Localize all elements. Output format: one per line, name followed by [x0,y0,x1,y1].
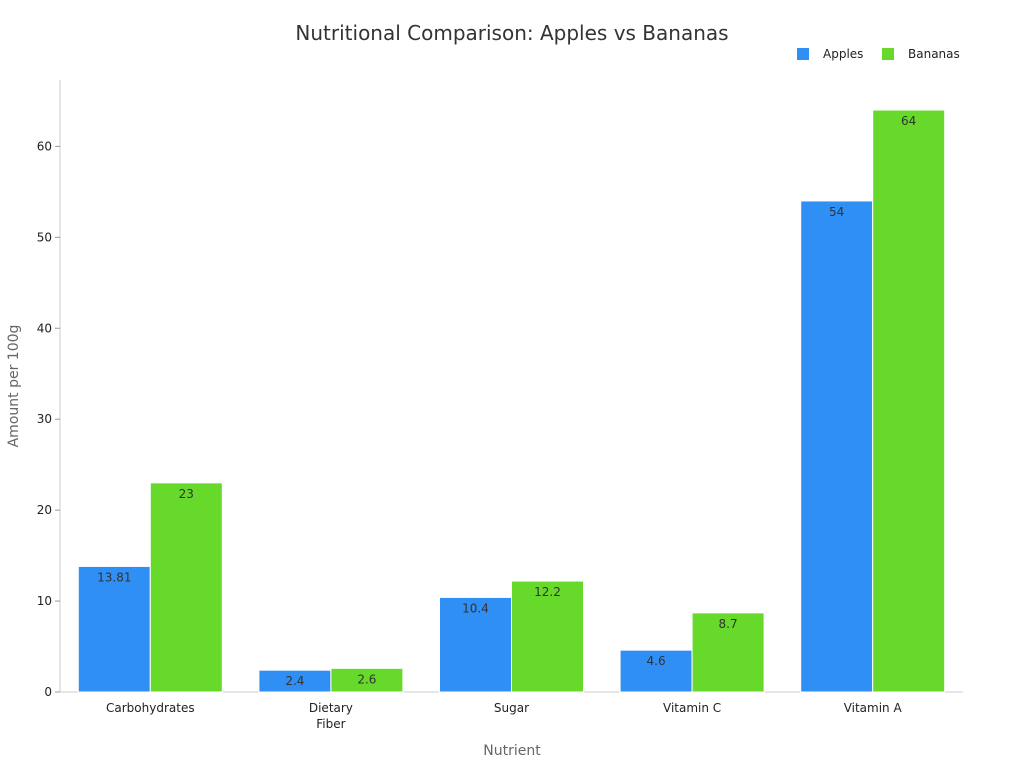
bar-apples [77,565,151,693]
legend-label-apples: Apples [823,47,863,61]
bar-bananas [872,109,946,693]
y-tick-label: 0 [44,685,52,699]
bar-apples [619,649,693,693]
legend: Apples Bananas [797,47,960,61]
y-tick-label: 20 [37,503,52,517]
data-label: 54 [829,205,844,219]
x-tick-label: Dietary Fiber [309,701,353,731]
data-label: 10.4 [462,601,489,615]
data-label: 2.4 [285,674,304,688]
bar-bananas [149,482,223,693]
bar-group: 13.81 23 2.4 2.6 10.4 12.2 4.6 8.7 54 64 [77,109,946,693]
data-label: 13.81 [97,570,131,584]
data-label: 4.6 [647,654,666,668]
y-tick-label: 60 [37,139,52,153]
x-tick-label: Sugar [494,701,529,715]
bar-bananas [330,667,404,693]
bar-bananas [691,612,765,693]
legend-swatch-bananas [882,48,894,60]
legend-swatch-apples [797,48,809,60]
data-label: 12.2 [534,585,561,599]
x-tick-label: Vitamin A [844,701,903,715]
y-tick-label: 30 [37,412,52,426]
y-tick-label: 50 [37,230,52,244]
x-axis-title: Nutrient [483,743,541,759]
bar-apples [800,200,874,693]
y-tick-label: 40 [37,321,52,335]
y-axis-ticks: 0 10 20 30 40 50 60 [37,139,60,699]
data-label: 2.6 [357,672,376,686]
bar-apples [439,596,512,693]
y-tick-label: 10 [37,594,52,608]
x-tick-label: Carbohydrates [106,701,195,715]
data-label: 64 [901,114,916,128]
data-label: 23 [179,487,194,501]
bar-bananas [511,580,584,693]
legend-label-bananas: Bananas [908,47,960,61]
chart-title: Nutritional Comparison: Apples vs Banana… [295,21,728,45]
data-label: 8.7 [719,617,738,631]
x-tick-label: Vitamin C [663,701,721,715]
x-axis-ticks: Carbohydrates Dietary Fiber Sugar Vitamin C V… [106,701,902,731]
y-axis-title: Amount per 100g [6,325,22,448]
